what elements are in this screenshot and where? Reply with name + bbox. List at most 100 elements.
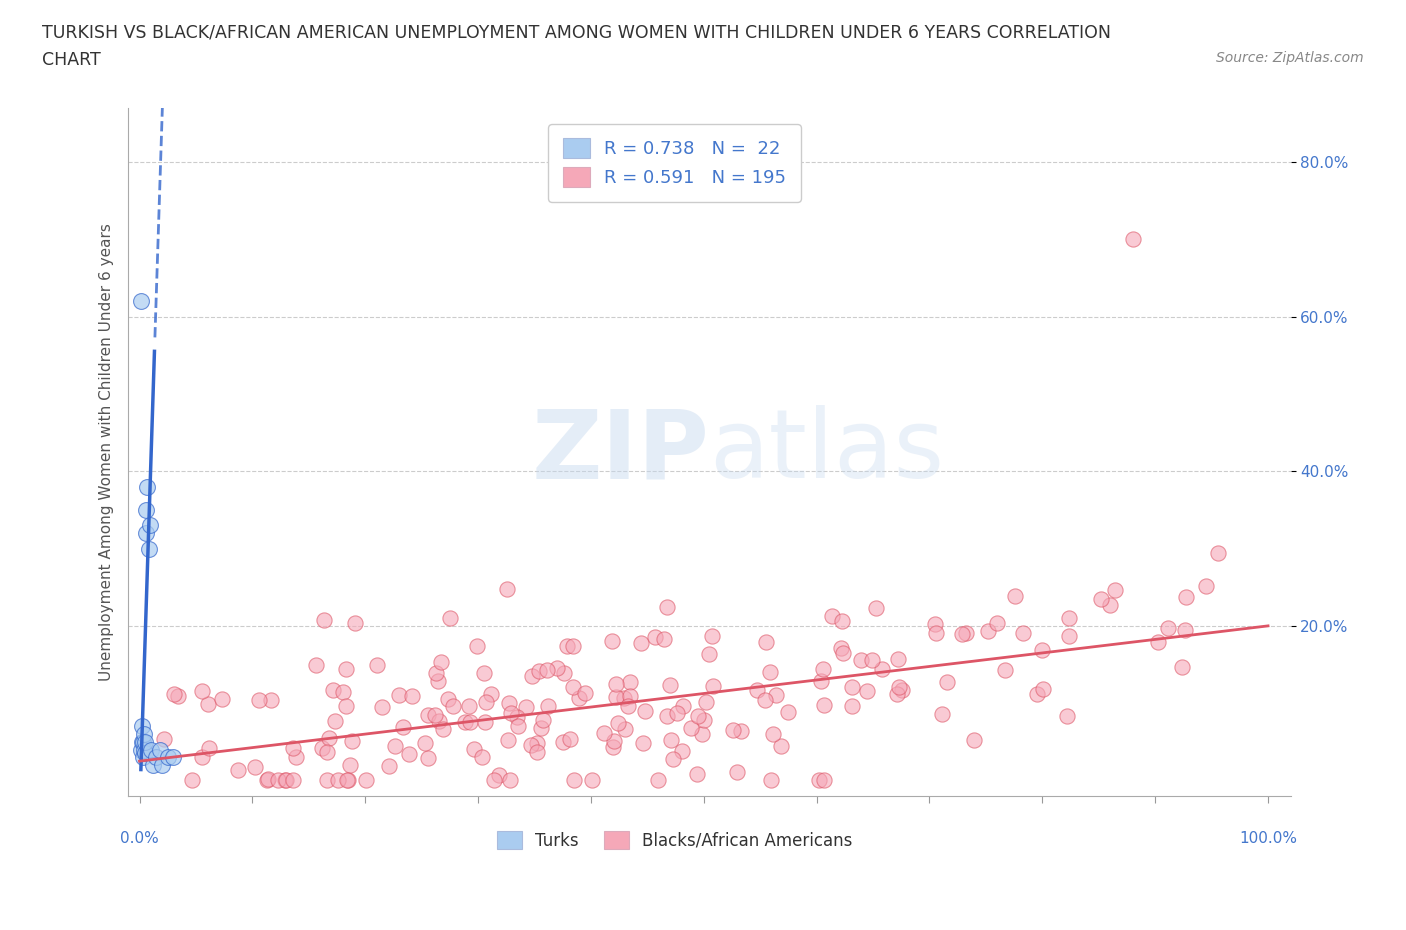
Point bbox=[652, 631, 675, 646]
Point bbox=[129, 294, 152, 309]
Point bbox=[418, 751, 440, 765]
Point bbox=[657, 600, 679, 615]
Point bbox=[425, 665, 447, 680]
Point bbox=[644, 630, 666, 644]
Point bbox=[1090, 591, 1112, 606]
Point bbox=[831, 614, 853, 629]
Point bbox=[136, 479, 159, 494]
Point bbox=[887, 652, 910, 667]
Point bbox=[603, 734, 626, 749]
Point bbox=[441, 699, 464, 714]
Point bbox=[865, 601, 887, 616]
Point bbox=[474, 714, 496, 729]
Point bbox=[679, 721, 702, 736]
Point bbox=[562, 773, 585, 788]
Point bbox=[820, 608, 842, 623]
Text: Source: ZipAtlas.com: Source: ZipAtlas.com bbox=[1216, 51, 1364, 65]
Point bbox=[427, 714, 450, 729]
Point bbox=[605, 690, 627, 705]
Text: CHART: CHART bbox=[42, 51, 101, 69]
Point bbox=[606, 716, 628, 731]
Point bbox=[755, 634, 778, 649]
Point bbox=[134, 746, 156, 761]
Point bbox=[619, 674, 641, 689]
Point bbox=[326, 773, 349, 788]
Point bbox=[841, 698, 863, 713]
Point bbox=[810, 674, 832, 689]
Point bbox=[340, 734, 363, 749]
Point bbox=[519, 737, 541, 752]
Point bbox=[1032, 681, 1054, 696]
Point bbox=[841, 680, 863, 695]
Point bbox=[730, 724, 752, 739]
Point bbox=[332, 684, 354, 699]
Point bbox=[132, 742, 155, 757]
Point bbox=[808, 773, 831, 788]
Point bbox=[886, 686, 908, 701]
Point bbox=[139, 742, 162, 757]
Point bbox=[986, 616, 1008, 631]
Point bbox=[602, 739, 624, 754]
Point bbox=[354, 773, 377, 788]
Point bbox=[936, 674, 959, 689]
Point bbox=[1057, 610, 1080, 625]
Point bbox=[778, 705, 800, 720]
Point bbox=[135, 525, 157, 540]
Point bbox=[191, 750, 214, 764]
Point bbox=[370, 699, 392, 714]
Point bbox=[453, 714, 475, 729]
Point bbox=[531, 712, 554, 727]
Point bbox=[318, 730, 340, 745]
Point bbox=[745, 683, 768, 698]
Point bbox=[471, 750, 494, 764]
Point bbox=[398, 746, 420, 761]
Point bbox=[156, 750, 179, 764]
Point bbox=[647, 773, 669, 788]
Point bbox=[1004, 589, 1026, 604]
Point bbox=[305, 658, 328, 672]
Point bbox=[285, 750, 308, 764]
Point bbox=[384, 738, 406, 753]
Point bbox=[416, 708, 439, 723]
Point bbox=[129, 742, 152, 757]
Point bbox=[560, 731, 582, 746]
Point bbox=[619, 688, 641, 703]
Point bbox=[496, 581, 519, 596]
Point bbox=[537, 698, 560, 713]
Point bbox=[256, 773, 278, 788]
Point bbox=[529, 663, 551, 678]
Point bbox=[688, 709, 710, 724]
Point bbox=[190, 684, 212, 698]
Point bbox=[336, 773, 359, 788]
Point bbox=[686, 766, 709, 781]
Point bbox=[605, 676, 627, 691]
Point bbox=[499, 705, 522, 720]
Point bbox=[1175, 590, 1198, 604]
Point bbox=[634, 703, 657, 718]
Point bbox=[1056, 709, 1078, 724]
Point bbox=[994, 663, 1017, 678]
Point bbox=[672, 698, 695, 713]
Point bbox=[855, 684, 877, 698]
Point bbox=[401, 689, 423, 704]
Point bbox=[132, 726, 155, 741]
Point bbox=[522, 669, 544, 684]
Point bbox=[439, 611, 461, 626]
Point bbox=[849, 653, 872, 668]
Point bbox=[553, 665, 575, 680]
Point bbox=[506, 719, 529, 734]
Point bbox=[811, 661, 834, 676]
Point bbox=[457, 698, 479, 713]
Point bbox=[813, 773, 835, 788]
Point bbox=[690, 727, 713, 742]
Point bbox=[458, 714, 481, 729]
Point bbox=[581, 773, 603, 788]
Point bbox=[335, 698, 357, 713]
Point bbox=[432, 722, 454, 737]
Point bbox=[132, 735, 155, 750]
Point bbox=[700, 629, 723, 644]
Point bbox=[463, 741, 485, 756]
Point bbox=[1031, 643, 1053, 658]
Point bbox=[526, 745, 548, 760]
Point bbox=[228, 763, 250, 777]
